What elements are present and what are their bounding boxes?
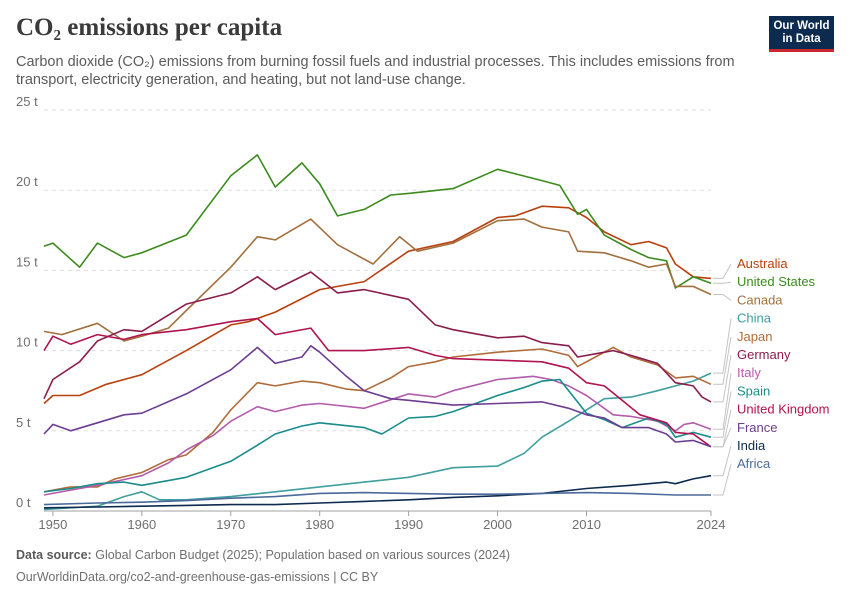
- label-layer: Australia United States Canada China Japan Ge…: [713, 256, 830, 496]
- series-label-italy[interactable]: Italy: [737, 365, 761, 380]
- x-tick-label: 1970: [216, 517, 245, 532]
- series-label-japan[interactable]: Japan: [737, 329, 772, 344]
- label-connector: [713, 354, 732, 403]
- series-label-germany[interactable]: Germany: [737, 347, 791, 362]
- y-tick-label: 20 t: [16, 174, 38, 189]
- series-line-spain[interactable]: [43, 378, 712, 493]
- label-connector: [713, 427, 732, 448]
- x-tick-label: 2000: [483, 517, 512, 532]
- series-line-japan[interactable]: [43, 346, 712, 493]
- series-label-australia[interactable]: Australia: [737, 256, 788, 271]
- series-line-united-kingdom[interactable]: [43, 317, 712, 448]
- label-connector: [713, 373, 732, 430]
- series-label-united-states[interactable]: United States: [737, 274, 816, 289]
- logo-line-2: in Data: [782, 33, 821, 45]
- series-label-canada[interactable]: Canada: [737, 292, 783, 307]
- series-label-spain[interactable]: Spain: [737, 383, 770, 398]
- y-tick-label: 15 t: [16, 254, 38, 269]
- series-layer: [43, 154, 712, 511]
- y-tick-label: 25 t: [16, 94, 38, 109]
- x-tick-label: 1980: [305, 517, 334, 532]
- series-line-china[interactable]: [43, 372, 712, 511]
- logo-line-1: Our World: [773, 20, 830, 32]
- owid-logo[interactable]: Our World in Data: [769, 16, 834, 52]
- label-connector: [713, 318, 732, 374]
- y-tick-label: 0 t: [16, 495, 31, 510]
- series-line-france[interactable]: [43, 345, 712, 448]
- y-tick-label: 5 t: [16, 415, 31, 430]
- label-connector: [713, 294, 732, 301]
- label-connector: [713, 445, 732, 477]
- x-tick-label: 1950: [38, 517, 67, 532]
- series-line-canada[interactable]: [43, 218, 712, 342]
- label-connector: [713, 409, 732, 448]
- series-label-france[interactable]: France: [737, 420, 777, 435]
- series-line-india[interactable]: [43, 474, 712, 509]
- x-tick-label: 2024: [697, 517, 726, 532]
- label-connector: [713, 281, 732, 284]
- x-tick-label: 1990: [394, 517, 423, 532]
- chart-subtitle: Carbon dioxide (CO₂) emissions from burn…: [16, 54, 735, 88]
- grid-layer: 0 t 5 t 10 t 15 t 20 t 25 t 1950 1960 1970 1980 19…: [16, 94, 725, 532]
- series-line-germany[interactable]: [43, 271, 712, 403]
- series-line-africa[interactable]: [43, 491, 711, 506]
- x-tick-label: 2010: [572, 517, 601, 532]
- series-label-india[interactable]: India: [737, 438, 766, 453]
- data-source: Data source: Global Carbon Budget (2025)…: [16, 548, 510, 562]
- label-connector: [713, 263, 732, 279]
- source-url[interactable]: OurWorldinData.org/co2-and-greenhouse-ga…: [16, 570, 379, 584]
- data-source-text: Global Carbon Budget (2025); Population …: [95, 548, 511, 562]
- series-label-china[interactable]: China: [737, 311, 772, 326]
- y-tick-label: 10 t: [16, 335, 38, 350]
- series-line-united-states[interactable]: [43, 154, 712, 289]
- series-line-australia[interactable]: [43, 205, 712, 405]
- label-connector: [713, 464, 732, 496]
- chart-title: CO₂ emissions per capita: [16, 14, 283, 41]
- x-tick-label: 1960: [127, 517, 156, 532]
- series-label-united-kingdom[interactable]: United Kingdom: [737, 402, 830, 417]
- data-source-label: Data source:: [16, 548, 92, 562]
- series-label-africa[interactable]: Africa: [737, 456, 771, 471]
- label-connector: [713, 391, 732, 438]
- label-connector: [713, 336, 732, 385]
